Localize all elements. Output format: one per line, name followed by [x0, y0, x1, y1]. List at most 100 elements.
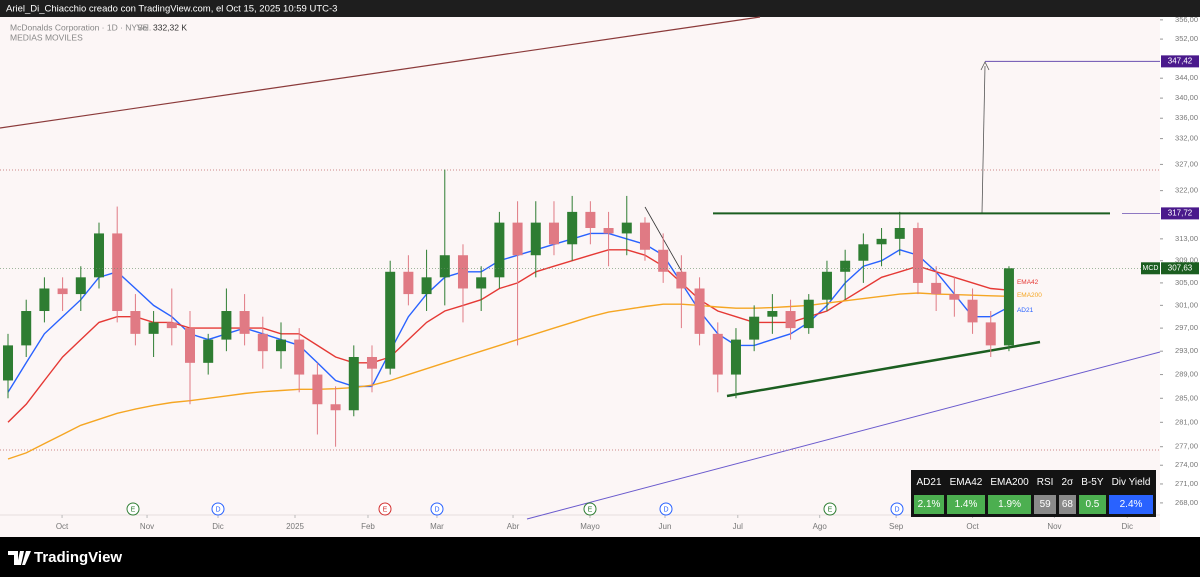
price-label: 347,42 — [1168, 56, 1193, 65]
indicator-title: MEDIAS MOVILES — [10, 32, 83, 42]
event-label: E — [588, 506, 593, 513]
y-tick-label: 271,00 — [1175, 479, 1198, 488]
event-marker — [823, 502, 837, 516]
price-label-box — [1161, 262, 1199, 275]
ma-line — [7, 292, 1009, 460]
x-tick-label: Oct — [966, 522, 979, 531]
candle-body — [603, 228, 614, 234]
candle-body — [931, 282, 942, 295]
header-bar — [0, 0, 1200, 17]
candle-body — [75, 277, 86, 295]
table-cell: RSI — [1036, 477, 1054, 489]
candle-body — [457, 255, 468, 289]
candle-body — [257, 333, 268, 352]
y-tick-label: 301,00 — [1175, 300, 1198, 309]
candle-body — [476, 277, 487, 289]
y-tick-label: 309,00 — [1175, 256, 1198, 265]
candle-body — [1003, 268, 1014, 346]
candle-body — [912, 228, 923, 283]
candle-body — [275, 339, 286, 352]
candle-body — [39, 288, 50, 312]
ma-label: AD21 — [1017, 307, 1034, 314]
table-cell: AD21 — [916, 477, 942, 489]
event-marker — [430, 502, 444, 516]
y-tick-label: 285,00 — [1175, 393, 1198, 402]
candle-body — [385, 271, 396, 369]
candle-body — [203, 339, 214, 363]
y-tick-label: 277,00 — [1175, 442, 1198, 451]
table-cell: B-5Y — [1081, 477, 1104, 489]
candle-body — [403, 271, 414, 295]
x-tick-label: Feb — [361, 522, 375, 531]
header-text: Ariel_Di_Chiacchio creado con TradingVie… — [6, 4, 337, 15]
ma-label: EMA200 — [1017, 292, 1042, 299]
candle-body — [512, 222, 523, 256]
arrow-head — [980, 61, 990, 71]
candle-body — [858, 244, 869, 261]
candle-body — [530, 222, 541, 256]
candle-body — [239, 311, 250, 334]
candle-body — [949, 294, 960, 300]
event-marker — [583, 502, 597, 516]
candle-body — [366, 356, 377, 369]
footer-logo: TradingView — [34, 549, 122, 566]
candle-body — [694, 288, 705, 334]
y-tick-label: 268,00 — [1175, 498, 1198, 507]
table-cell: 0.5 — [1078, 494, 1107, 514]
event-label: E — [383, 506, 388, 513]
candle-body — [785, 311, 796, 329]
table-cell: EMA200 — [990, 477, 1029, 489]
candle-body — [112, 233, 123, 312]
candle-body — [21, 311, 32, 346]
y-tick-label: 344,00 — [1175, 73, 1198, 82]
candle-body — [749, 316, 760, 340]
candle-body — [585, 211, 596, 229]
logo-icon — [8, 551, 31, 565]
x-tick-label: Dic — [1121, 522, 1133, 531]
table-cell: 1.4% — [947, 494, 985, 514]
x-tick-label: Oct — [56, 522, 69, 531]
candle-body — [658, 249, 669, 272]
y-tick-label: 289,00 — [1175, 370, 1198, 379]
x-tick-label: Dic — [212, 522, 224, 531]
y-tick-label: 281,00 — [1175, 417, 1198, 426]
x-tick-label: Jul — [733, 522, 743, 531]
candle-body — [548, 222, 559, 245]
candle-body — [148, 322, 159, 334]
plot-bg — [0, 17, 1160, 537]
event-marker — [126, 502, 140, 516]
table-cell: EMA42 — [949, 477, 983, 489]
table-cell: 68 — [1058, 494, 1076, 514]
volume-value: 332,32 K — [153, 22, 187, 32]
candle-body — [767, 311, 778, 317]
ma-line — [7, 232, 1010, 393]
footer-bar — [0, 537, 1200, 577]
y-tick-label: 352,00 — [1175, 34, 1198, 43]
y-tick-label: 313,00 — [1175, 234, 1198, 243]
event-marker — [890, 502, 904, 516]
candle-body — [294, 339, 305, 375]
event-label: D — [215, 506, 220, 513]
candle-body — [57, 288, 68, 295]
y-tick-label: 305,00 — [1175, 278, 1198, 287]
y-tick-label: 322,00 — [1175, 186, 1198, 195]
candle-body — [166, 322, 177, 329]
x-tick-label: Nov — [1047, 522, 1061, 531]
event-label: E — [828, 506, 833, 513]
candle-body — [330, 404, 341, 411]
candle-body — [567, 211, 578, 245]
y-tick-label: 356,00 — [1175, 15, 1198, 24]
table-cell: 2σ — [1061, 477, 1074, 489]
candle-body — [876, 238, 887, 245]
subtitle: McDonalds Corporation · 1D · NYSE — [10, 22, 149, 32]
event-marker — [659, 502, 673, 516]
candle-body — [639, 222, 650, 250]
y-tick-label: 327,00 — [1175, 159, 1198, 168]
x-tick-label: Ago — [813, 522, 828, 531]
y-tick-label: 274,00 — [1175, 460, 1198, 469]
event-label: D — [894, 506, 899, 513]
candle-body — [621, 222, 632, 234]
x-tick-label: Jun — [659, 522, 672, 531]
